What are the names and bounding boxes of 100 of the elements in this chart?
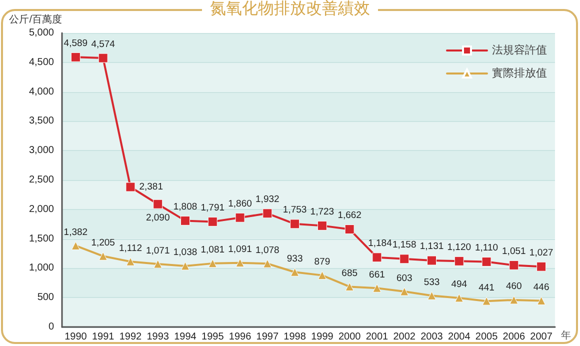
data-label: 1,051 bbox=[502, 246, 526, 257]
point bbox=[126, 182, 136, 192]
x-tick-label: 2001 bbox=[366, 332, 389, 342]
x-tick-label: 2002 bbox=[393, 332, 416, 342]
point bbox=[454, 256, 464, 266]
data-label: 1,382 bbox=[64, 226, 88, 238]
point bbox=[71, 241, 80, 250]
point bbox=[235, 212, 245, 222]
data-label: 1,091 bbox=[228, 244, 252, 256]
x-tick-label: 1991 bbox=[92, 332, 115, 342]
point bbox=[236, 258, 244, 268]
x-tick-label: 1998 bbox=[284, 332, 306, 342]
point bbox=[400, 254, 410, 264]
data-label: 1,158 bbox=[392, 240, 416, 251]
legend-label: 法規容許值 bbox=[492, 44, 547, 56]
point bbox=[509, 260, 519, 270]
data-label: 879 bbox=[314, 256, 330, 268]
point bbox=[400, 287, 409, 296]
point bbox=[180, 216, 190, 226]
point bbox=[344, 224, 354, 234]
data-label: 533 bbox=[424, 276, 440, 288]
y-tick-label: 5,000 bbox=[28, 28, 54, 38]
data-label: 1,120 bbox=[447, 242, 472, 253]
point bbox=[70, 52, 80, 62]
point bbox=[482, 256, 492, 266]
point bbox=[262, 208, 272, 218]
x-tick-label: 2005 bbox=[475, 332, 498, 342]
point bbox=[181, 262, 190, 270]
data-label: 603 bbox=[396, 272, 412, 284]
y-tick-label: 3,500 bbox=[28, 116, 54, 127]
y-tick-label: 4,500 bbox=[28, 56, 54, 68]
point bbox=[208, 216, 218, 226]
data-label: 1,753 bbox=[282, 204, 307, 216]
point bbox=[537, 296, 546, 306]
data-label: 1,860 bbox=[228, 198, 252, 210]
point bbox=[153, 199, 163, 209]
point bbox=[482, 296, 491, 306]
point bbox=[290, 219, 300, 229]
data-label: 1,081 bbox=[200, 244, 225, 256]
data-label: 1,078 bbox=[256, 244, 280, 256]
data-label: 1,112 bbox=[118, 242, 142, 254]
point bbox=[372, 252, 382, 262]
data-label: 1,723 bbox=[310, 206, 334, 218]
point bbox=[98, 252, 108, 260]
data-label: 1,205 bbox=[91, 237, 115, 248]
point bbox=[154, 260, 162, 268]
legend-label: 實際排放值 bbox=[492, 66, 547, 80]
point bbox=[427, 256, 436, 266]
data-label: 661 bbox=[369, 269, 385, 280]
data-label: 1,027 bbox=[529, 247, 554, 258]
x-tick-label: 1990 bbox=[64, 332, 88, 342]
point bbox=[98, 53, 108, 63]
point bbox=[318, 271, 326, 280]
data-label: 685 bbox=[342, 268, 358, 279]
point bbox=[510, 296, 518, 304]
data-label: 1,184 bbox=[368, 238, 392, 250]
x-tick-label: 1992 bbox=[119, 332, 142, 342]
y-axis-title: 公斤/百萬度 bbox=[9, 14, 62, 26]
chart-title: 氮氧化物排放改善績效 bbox=[210, 0, 370, 18]
x-tick-label: 1994 bbox=[174, 332, 197, 342]
data-label: 4,574 bbox=[91, 38, 115, 50]
point bbox=[290, 268, 300, 276]
data-label: 2,090 bbox=[146, 212, 170, 224]
data-label: 933 bbox=[286, 253, 303, 264]
point bbox=[372, 284, 382, 292]
x-tick-label: 2006 bbox=[502, 332, 526, 342]
point bbox=[454, 294, 464, 302]
y-tick-label: 500 bbox=[37, 292, 54, 304]
x-tick-label: 1996 bbox=[228, 332, 252, 342]
data-label: 1,038 bbox=[173, 247, 198, 258]
y-tick-label: 3,000 bbox=[28, 145, 54, 156]
y-tick-label: 2,000 bbox=[28, 204, 54, 215]
data-label: 4,589 bbox=[64, 38, 88, 49]
x-tick-label: 2007 bbox=[530, 332, 553, 342]
x-tick-label: 1999 bbox=[311, 332, 334, 342]
point bbox=[317, 220, 327, 230]
y-tick-label: 4,000 bbox=[28, 86, 54, 98]
data-label: 446 bbox=[533, 282, 550, 294]
y-tick-label: 2,500 bbox=[28, 174, 54, 186]
data-label: 2,381 bbox=[139, 181, 164, 192]
data-label: 1,110 bbox=[474, 242, 498, 254]
x-tick-label: 2000 bbox=[338, 332, 362, 342]
data-label: 1,932 bbox=[256, 194, 280, 206]
y-tick-label: 1,000 bbox=[28, 262, 54, 274]
x-tick-label: 2003 bbox=[420, 332, 444, 342]
x-tick-label: 1995 bbox=[202, 332, 224, 342]
data-label: 1,131 bbox=[420, 241, 444, 252]
point bbox=[345, 282, 354, 291]
y-tick-label: 1,500 bbox=[28, 233, 54, 244]
data-label: 441 bbox=[478, 282, 494, 294]
data-label: 494 bbox=[451, 279, 468, 290]
point bbox=[126, 257, 135, 266]
point bbox=[428, 291, 436, 300]
data-label: 460 bbox=[506, 281, 522, 292]
data-label: 1,808 bbox=[173, 201, 198, 212]
x-tick-label: 2004 bbox=[448, 332, 471, 342]
point bbox=[208, 259, 217, 268]
y-tick-label: 0 bbox=[48, 322, 54, 332]
data-label: 1,791 bbox=[200, 202, 225, 214]
data-label: 1,071 bbox=[146, 245, 170, 256]
